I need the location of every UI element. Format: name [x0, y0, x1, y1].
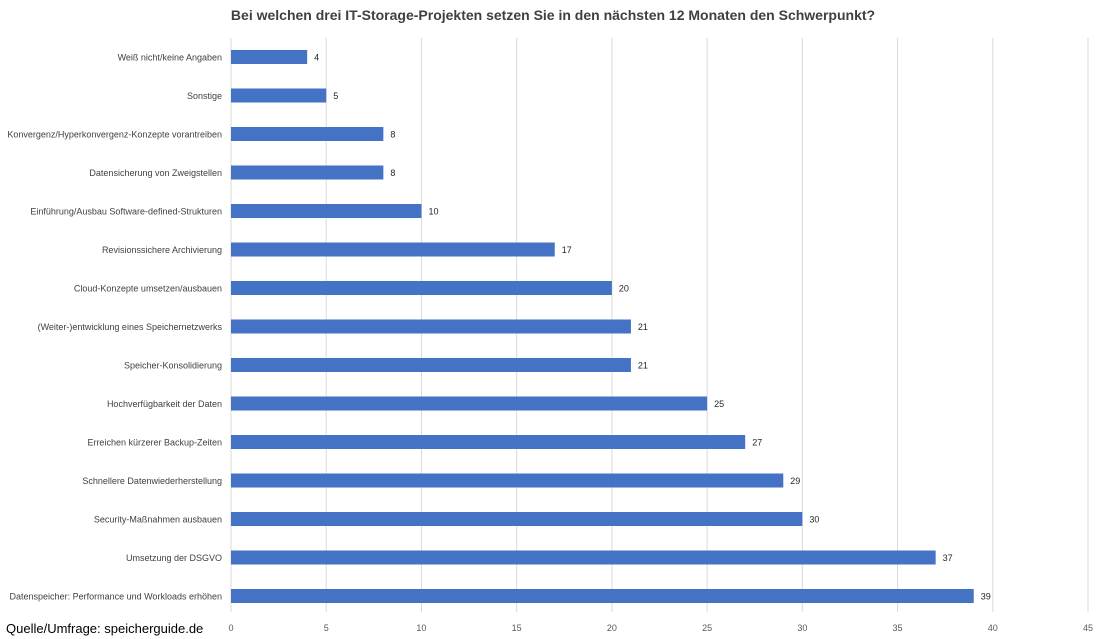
x-tick-label: 5	[324, 623, 329, 633]
data-label: 5	[333, 91, 338, 101]
category-labels: Weiß nicht/keine Angaben Sonstige Konverge…	[7, 53, 222, 602]
category-label: Umsetzung der DSGVO	[126, 553, 222, 563]
bars: 4 5 8 8 10 17 20 21 21 25 27 29 30 37 39	[231, 50, 991, 603]
bar	[231, 435, 746, 449]
x-tick-label: 30	[797, 623, 807, 633]
x-tick-label: 0	[228, 623, 233, 633]
data-label: 10	[428, 207, 438, 217]
data-label: 29	[790, 476, 800, 486]
bar	[231, 127, 384, 141]
data-label: 8	[390, 130, 395, 140]
data-label: 4	[314, 53, 319, 63]
bar	[231, 512, 803, 526]
chart-title: Bei welchen drei IT-Storage-Projekten se…	[231, 7, 875, 23]
category-label: Cloud-Konzepte umsetzen/ausbauen	[74, 284, 222, 294]
x-axis-ticks: 0 5 10 15 20 25 30 35 40 45	[228, 623, 1093, 633]
x-tick-label: 35	[893, 623, 903, 633]
category-label: Weiß nicht/keine Angaben	[118, 53, 222, 63]
bar	[231, 396, 708, 411]
data-label: 8	[390, 168, 395, 178]
category-label: Einführung/Ausbau Software-defined-Struk…	[30, 207, 222, 217]
data-label: 21	[638, 361, 648, 371]
bar	[231, 88, 327, 103]
category-label: Erreichen kürzerer Backup-Zeiten	[87, 438, 222, 448]
data-label: 20	[619, 284, 629, 294]
x-tick-label: 40	[988, 623, 998, 633]
category-label: Revisionssichere Archivierung	[102, 245, 222, 255]
bar	[231, 358, 631, 372]
category-label: Datenspeicher: Performance und Workloads…	[10, 592, 222, 602]
bar	[231, 281, 612, 295]
x-tick-label: 15	[512, 623, 522, 633]
category-label: Datensicherung von Zweigstellen	[89, 168, 222, 178]
x-tick-label: 25	[702, 623, 712, 633]
category-label: (Weiter-)entwicklung eines Speichernetzw…	[38, 322, 223, 332]
bar	[231, 242, 555, 257]
data-label: 21	[638, 322, 648, 332]
data-label: 17	[562, 245, 572, 255]
category-label: Security-Maßnahmen ausbauen	[94, 515, 222, 525]
x-tick-label: 20	[607, 623, 617, 633]
bar	[231, 204, 422, 218]
category-label: Schnellere Datenwiederherstellung	[82, 476, 222, 486]
bar	[231, 550, 936, 565]
data-label: 39	[981, 592, 991, 602]
bar	[231, 589, 974, 603]
category-label: Konvergenz/Hyperkonvergenz-Konzepte vora…	[7, 130, 222, 140]
data-label: 25	[714, 399, 724, 409]
bar	[231, 50, 308, 64]
category-label: Hochverfügbarkeit der Daten	[107, 399, 222, 409]
bar	[231, 473, 784, 488]
category-label: Sonstige	[187, 91, 222, 101]
data-label: 30	[809, 515, 819, 525]
source-note: Quelle/Umfrage: speicherguide.de	[6, 621, 204, 636]
data-label: 37	[943, 553, 953, 563]
category-label: Speicher-Konsolidierung	[124, 361, 222, 371]
bar	[231, 165, 384, 180]
data-label: 27	[752, 438, 762, 448]
bar	[231, 319, 631, 334]
x-tick-label: 10	[416, 623, 426, 633]
x-tick-label: 45	[1083, 623, 1093, 633]
